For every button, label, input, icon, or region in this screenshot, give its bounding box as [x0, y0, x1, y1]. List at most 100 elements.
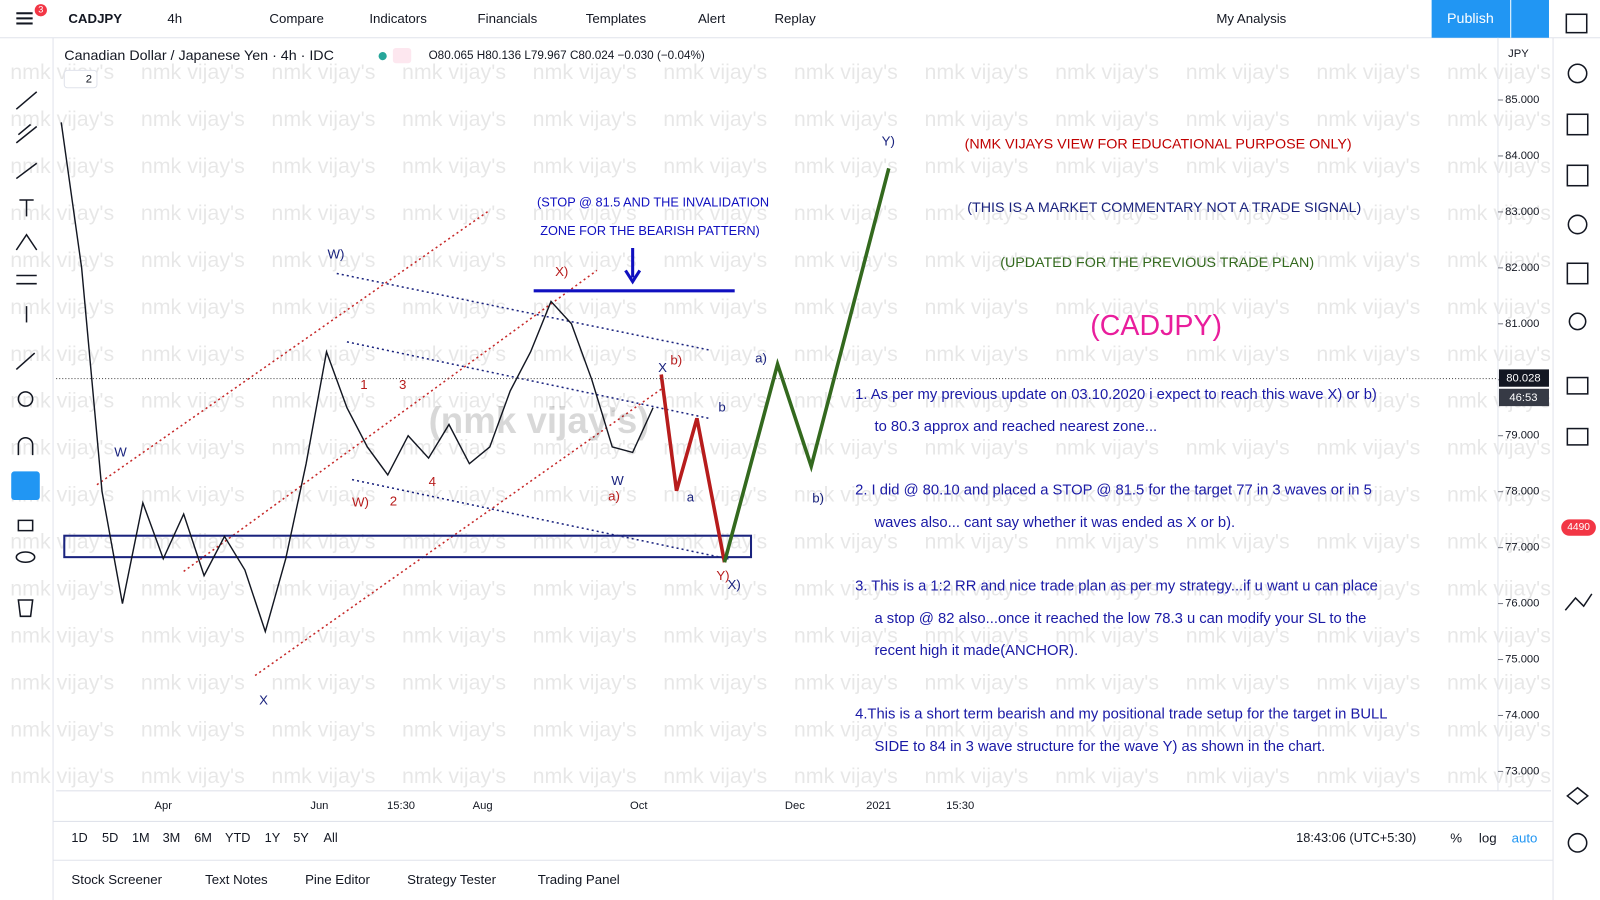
- financials[interactable]: Financials: [478, 11, 538, 26]
- watermark: nmk vijay's: [1316, 764, 1420, 788]
- range-button[interactable]: All: [324, 830, 338, 845]
- time-label: Oct: [630, 800, 648, 812]
- auto[interactable]: auto: [1512, 830, 1538, 845]
- watermark: nmk vijay's: [924, 436, 1028, 460]
- range-button[interactable]: 1M: [132, 830, 150, 845]
- wave: a): [755, 351, 767, 366]
- badge: [34, 4, 47, 17]
- watermark: nmk vijay's: [1186, 717, 1290, 741]
- range-button[interactable]: 6M: [194, 830, 212, 845]
- watermark: nmk vijay's: [794, 201, 898, 225]
- watermark: nmk vijay's: [794, 530, 898, 554]
- templates[interactable]: Templates: [586, 11, 647, 26]
- range-button[interactable]: 5D: [102, 830, 118, 845]
- watermark: nmk vijay's: [1055, 530, 1159, 554]
- interval[interactable]: 4h: [167, 11, 182, 26]
- watermark: nmk vijay's: [924, 201, 1028, 225]
- watermark: nmk vijay's: [1055, 107, 1159, 131]
- watermark: nmk vijay's: [1316, 154, 1420, 178]
- watermark: nmk vijay's: [1316, 717, 1420, 741]
- alerts-count: 4490: [1567, 522, 1590, 533]
- watermark: nmk vijay's: [663, 154, 767, 178]
- watermark: nmk vijay's: [924, 764, 1028, 788]
- watermark: nmk vijay's: [794, 576, 898, 600]
- price-line: [60, 122, 654, 634]
- alert[interactable]: Alert: [698, 11, 726, 26]
- price-tick-label: 77.000: [1505, 542, 1539, 554]
- watermark: nmk vijay's: [271, 342, 375, 366]
- watermark: nmk vijay's: [1055, 764, 1159, 788]
- active-tool[interactable]: [11, 471, 40, 500]
- range-button[interactable]: 5Y: [293, 830, 309, 845]
- wave: 2: [390, 494, 397, 509]
- legend-collapsed[interactable]: 2: [86, 74, 92, 86]
- watermark: nmk vijay's: [794, 60, 898, 84]
- legend-ohlc: O80.065 H80.136 L79.967 C80.024 −0.030 (…: [429, 49, 705, 62]
- watermark: nmk vijay's: [402, 764, 506, 788]
- log[interactable]: log: [1479, 830, 1497, 845]
- price-tick-label: 85.000: [1505, 94, 1539, 106]
- price-tick-label: 76.000: [1505, 598, 1539, 610]
- watermark: nmk vijay's: [402, 483, 506, 507]
- watermark: nmk vijay's: [924, 389, 1028, 413]
- my-analysis[interactable]: My Analysis: [1216, 11, 1286, 26]
- wave: W): [352, 495, 369, 510]
- play-button[interactable]: [1511, 0, 1549, 38]
- watermark: nmk vijay's: [924, 717, 1028, 741]
- wave: Y): [882, 133, 895, 148]
- range-button[interactable]: 3M: [163, 830, 181, 845]
- wave: W: [114, 445, 127, 460]
- watermark: nmk vijay's: [794, 389, 898, 413]
- watermark: nmk vijay's: [533, 717, 637, 741]
- watermark: nmk vijay's: [794, 154, 898, 178]
- bottom-tab[interactable]: Stock Screener: [71, 872, 162, 887]
- watermark: nmk vijay's: [1055, 295, 1159, 319]
- menu-icon[interactable]: [16, 12, 33, 25]
- watermark: nmk vijay's: [1316, 483, 1420, 507]
- watermark: nmk vijay's: [402, 248, 506, 272]
- compare[interactable]: Compare: [269, 11, 324, 26]
- watermark: nmk vijay's: [10, 154, 114, 178]
- currency: JPY: [1508, 48, 1529, 60]
- range-button[interactable]: 1Y: [265, 830, 281, 845]
- wave: X: [658, 360, 667, 375]
- watermark: nmk vijay's: [1316, 295, 1420, 319]
- price-tick-label: 79.000: [1505, 430, 1539, 442]
- percent[interactable]: %: [1450, 830, 1462, 845]
- watermark: nmk vijay's: [1186, 670, 1290, 694]
- range-button[interactable]: YTD: [225, 830, 251, 845]
- point-line: to 80.3 approx and reached nearest zone.…: [874, 419, 1157, 435]
- watermark: nmk vijay's: [141, 764, 245, 788]
- watermark: nmk vijay's: [794, 670, 898, 694]
- bottom-tab[interactable]: Pine Editor: [305, 872, 370, 887]
- clock: 18:43:06 (UTC+5:30): [1296, 830, 1416, 845]
- price-series: [60, 122, 654, 634]
- watermark: nmk vijay's: [663, 530, 767, 554]
- drawing-tools[interactable]: [15, 91, 38, 618]
- drawings: [56, 167, 1498, 677]
- watermark: nmk vijay's: [402, 623, 506, 647]
- wave: a: [687, 489, 695, 504]
- wave: X): [555, 264, 568, 279]
- watermark: nmk vijay's: [402, 60, 506, 84]
- bottom-tab[interactable]: Trading Panel: [538, 872, 620, 887]
- bottom-tab[interactable]: Text Notes: [205, 872, 268, 887]
- indicators[interactable]: Indicators: [369, 11, 427, 26]
- right-tools[interactable]: [1564, 13, 1593, 853]
- bottom-tab[interactable]: Strategy Tester: [407, 872, 496, 887]
- symbol[interactable]: CADJPY: [68, 11, 122, 26]
- watermark: nmk vijay's: [533, 623, 637, 647]
- replay[interactable]: Replay: [774, 11, 816, 26]
- publish-button[interactable]: [1431, 0, 1511, 38]
- watermark: nmk vijay's: [924, 530, 1028, 554]
- stop-note: ZONE FOR THE BEARISH PATTERN): [540, 223, 760, 238]
- watermark: nmk vijay's: [1447, 717, 1551, 741]
- watermark: nmk vijay's: [533, 483, 637, 507]
- watermark: nmk vijay's: [141, 483, 245, 507]
- watermark: nmk vijay's: [10, 248, 114, 272]
- range-button[interactable]: 1D: [71, 830, 87, 845]
- watermark: nmk vijay's: [402, 342, 506, 366]
- watermark: nmk vijay's: [271, 717, 375, 741]
- watermark: nmk vijay's: [141, 342, 245, 366]
